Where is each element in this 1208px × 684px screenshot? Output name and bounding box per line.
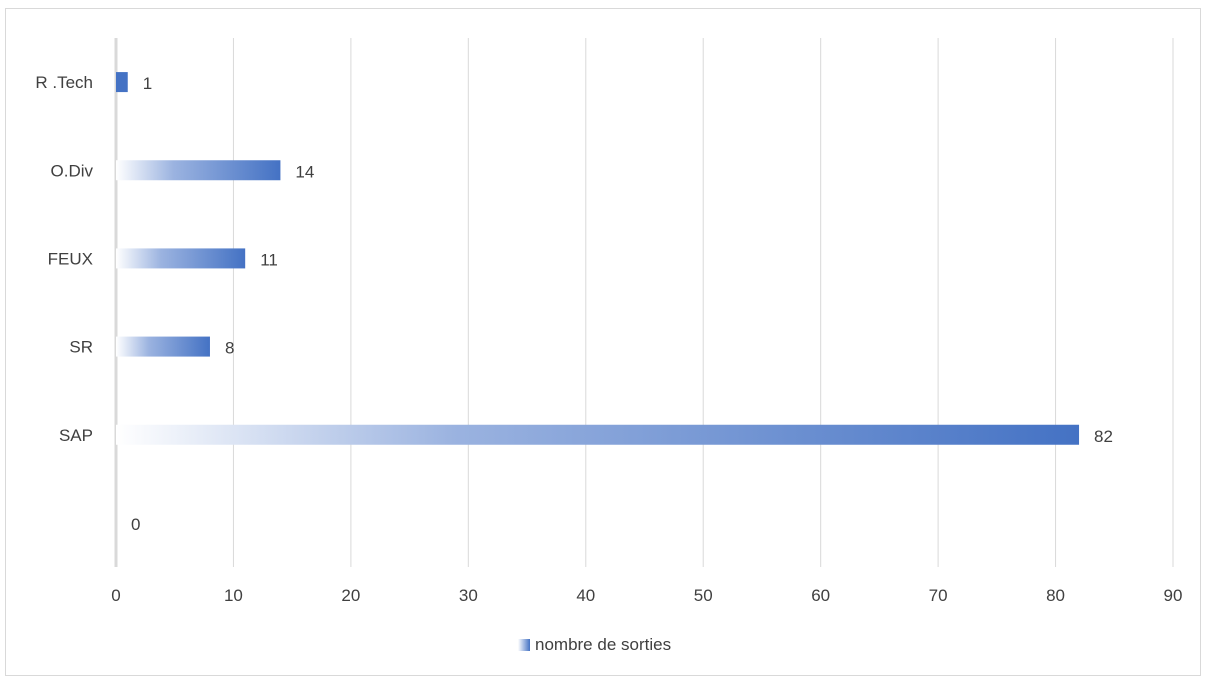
x-tick-label-40: 40 [576, 586, 595, 605]
legend-label: nombre de sorties [535, 635, 671, 654]
legend-swatch [518, 639, 530, 651]
x-tick-label-50: 50 [694, 586, 713, 605]
category-label-SAP: SAP [59, 426, 93, 445]
x-tick-label-0: 0 [111, 586, 120, 605]
x-tick-label-10: 10 [224, 586, 243, 605]
category-label-R .Tech: R .Tech [35, 73, 93, 92]
x-tick-label-60: 60 [811, 586, 830, 605]
category-label-O.Div: O.Div [51, 161, 94, 180]
bar-SAP [116, 424, 1080, 445]
bar-R .Tech [116, 72, 128, 93]
bar-SR [116, 336, 210, 357]
data-label-FEUX: 11 [260, 250, 278, 269]
x-tick-label-30: 30 [459, 586, 478, 605]
category-label-SR: SR [69, 338, 93, 357]
data-label-SAP: 82 [1094, 427, 1113, 446]
data-label-O.Div: 14 [295, 162, 314, 181]
x-tick-label-80: 80 [1046, 586, 1065, 605]
x-tick-label-20: 20 [341, 586, 360, 605]
bar-FEUX [116, 248, 246, 269]
data-label-blank: 0 [131, 515, 140, 534]
data-label-SR: 8 [225, 339, 234, 358]
data-label-R .Tech: 1 [143, 74, 152, 93]
category-label-FEUX: FEUX [48, 249, 93, 268]
x-tick-label-70: 70 [929, 586, 948, 605]
bar-O.Div [116, 160, 281, 181]
x-tick-label-90: 90 [1164, 586, 1183, 605]
